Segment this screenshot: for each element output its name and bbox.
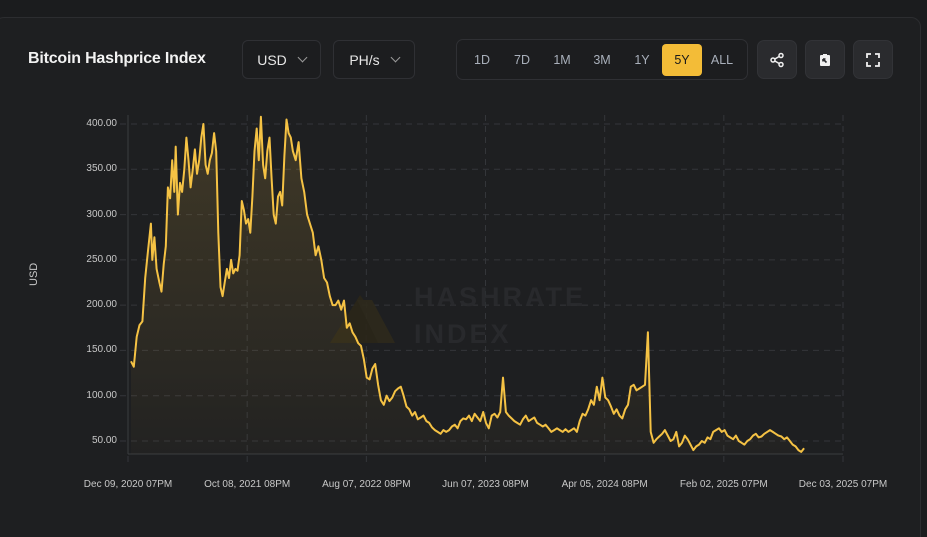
series-line bbox=[130, 115, 805, 453]
x-tick-label: Apr 05, 2024 08PM bbox=[561, 479, 648, 490]
y-tick-label: 400.00 bbox=[86, 118, 117, 129]
unit-select[interactable]: PH/s bbox=[333, 40, 415, 79]
share-icon bbox=[770, 52, 784, 67]
fullscreen-icon bbox=[866, 52, 880, 67]
y-tick-label: 300.00 bbox=[86, 208, 117, 220]
unit-select-value: PH/s bbox=[349, 51, 380, 68]
x-tick-label: Feb 02, 2025 07PM bbox=[679, 479, 768, 490]
x-tick-label: Aug 07, 2022 08PM bbox=[322, 479, 411, 490]
range-5y-button[interactable]: 5Y bbox=[662, 43, 702, 76]
screenshot-button[interactable] bbox=[805, 40, 845, 79]
x-tick-label: Oct 08, 2021 08PM bbox=[204, 479, 291, 490]
screenshot-clipboard-icon bbox=[820, 53, 830, 66]
series-area bbox=[131, 116, 805, 455]
time-range-selector: 1D 7D 1M 3M 1Y 5Y ALL bbox=[456, 39, 748, 80]
fullscreen-button[interactable] bbox=[853, 40, 893, 79]
currency-select-value: USD bbox=[257, 51, 287, 68]
currency-select[interactable]: USD bbox=[242, 40, 321, 79]
range-1y-button[interactable]: 1Y bbox=[634, 52, 650, 67]
share-button[interactable] bbox=[757, 40, 797, 79]
y-tick-label: 150.00 bbox=[86, 344, 117, 356]
watermark-text-2: INDEX bbox=[414, 319, 512, 349]
range-3m-button[interactable]: 3M bbox=[593, 52, 611, 67]
y-tick-label: 200.00 bbox=[86, 299, 117, 311]
chart-title: Bitcoin Hashprice Index bbox=[28, 50, 206, 67]
x-tick-label: Dec 09, 2020 07PM bbox=[83, 479, 173, 490]
y-tick-label: 100.00 bbox=[86, 389, 117, 401]
x-tick-label: Jun 07, 2023 08PM bbox=[442, 479, 529, 490]
range-7d-button[interactable]: 7D bbox=[514, 52, 530, 67]
y-tick-label: 250.00 bbox=[86, 253, 117, 265]
range-1d-button[interactable]: 1D bbox=[474, 52, 490, 67]
y-tick-label: 50.00 bbox=[91, 435, 117, 446]
watermark-text-1: HASHRATE bbox=[414, 282, 586, 312]
watermark-logo: HASHRATE INDEX bbox=[330, 282, 586, 349]
range-all-button[interactable]: ALL bbox=[710, 52, 734, 67]
card-right-edge bbox=[921, 17, 927, 537]
x-tick-label: Dec 03, 2025 07PM bbox=[798, 479, 888, 490]
y-tick-label: 350.00 bbox=[86, 163, 117, 175]
range-1m-button[interactable]: 1M bbox=[553, 52, 571, 67]
